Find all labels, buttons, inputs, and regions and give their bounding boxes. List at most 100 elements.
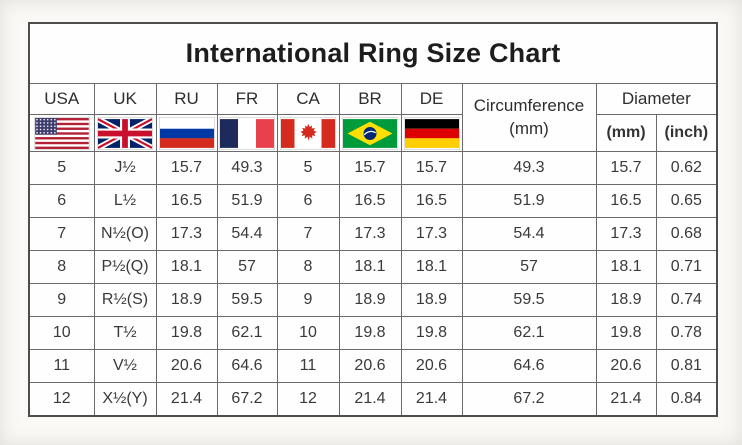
cell-uk: L½ <box>93 184 157 218</box>
cell-br: 18.1 <box>338 250 402 284</box>
cell-fr: 67.2 <box>216 382 278 417</box>
cell-usa: 11 <box>28 349 95 383</box>
br-flag-icon <box>342 116 398 150</box>
flag-cell-br <box>338 114 402 152</box>
cell-ca: 8 <box>276 250 340 284</box>
cell-usa: 6 <box>28 184 95 218</box>
cell-circumference: 49.3 <box>461 151 597 185</box>
cell-uk: X½(Y) <box>93 382 157 417</box>
cell-diameter-inch: 0.84 <box>655 382 718 417</box>
cell-ca: 5 <box>276 151 340 185</box>
cell-de: 15.7 <box>400 151 463 185</box>
cell-usa: 10 <box>28 316 95 350</box>
col-header-diameter-mm: (mm) <box>595 114 657 152</box>
col-header-ca: CA <box>276 83 340 115</box>
cell-diameter-mm: 20.6 <box>595 349 657 383</box>
cell-fr: 49.3 <box>216 151 278 185</box>
cell-uk: P½(Q) <box>93 250 157 284</box>
col-header-uk: UK <box>93 83 157 115</box>
de-flag-icon <box>403 116 460 150</box>
cell-circumference: 62.1 <box>461 316 597 350</box>
flag-row: (mm) (inch) <box>28 114 718 152</box>
flag-cell-usa <box>28 114 95 152</box>
ru-flag-icon <box>158 116 215 150</box>
cell-circumference: 64.6 <box>461 349 597 383</box>
table-row: 6 L½ 16.5 51.9 6 16.5 16.5 51.9 16.5 0.6… <box>28 184 718 218</box>
cell-ca: 6 <box>276 184 340 218</box>
cell-circumference: 67.2 <box>461 382 597 417</box>
flag-cell-ca <box>276 114 340 152</box>
cell-de: 21.4 <box>400 382 463 417</box>
cell-diameter-mm: 19.8 <box>595 316 657 350</box>
cell-de: 18.1 <box>400 250 463 284</box>
cell-ca: 11 <box>276 349 340 383</box>
circumference-label: Circumference <box>473 96 585 116</box>
cell-circumference: 54.4 <box>461 217 597 251</box>
cell-fr: 54.4 <box>216 217 278 251</box>
col-header-circumference: Circumference (mm) <box>461 83 597 152</box>
cell-ca: 10 <box>276 316 340 350</box>
cell-ca: 7 <box>276 217 340 251</box>
cell-diameter-inch: 0.68 <box>655 217 718 251</box>
cell-ru: 20.6 <box>155 349 218 383</box>
cell-br: 15.7 <box>338 151 402 185</box>
cell-usa: 9 <box>28 283 95 317</box>
cell-br: 16.5 <box>338 184 402 218</box>
cell-diameter-mm: 17.3 <box>595 217 657 251</box>
col-header-br: BR <box>338 83 402 115</box>
cell-diameter-inch: 0.62 <box>655 151 718 185</box>
cell-ru: 15.7 <box>155 151 218 185</box>
cell-diameter-mm: 21.4 <box>595 382 657 417</box>
col-header-de: DE <box>400 83 463 115</box>
cell-br: 21.4 <box>338 382 402 417</box>
flag-cell-ru <box>155 114 218 152</box>
table-row: 12 X½(Y) 21.4 67.2 12 21.4 21.4 67.2 21.… <box>28 382 718 417</box>
flag-cell-fr <box>216 114 278 152</box>
table-row: 9 R½(S) 18.9 59.5 9 18.9 18.9 59.5 18.9 … <box>28 283 718 317</box>
cell-uk: R½(S) <box>93 283 157 317</box>
cell-fr: 51.9 <box>216 184 278 218</box>
cell-usa: 5 <box>28 151 95 185</box>
cell-circumference: 51.9 <box>461 184 597 218</box>
page-title: International Ring Size Chart <box>28 22 718 84</box>
cell-ca: 12 <box>276 382 340 417</box>
col-header-fr: FR <box>216 83 278 115</box>
cell-fr: 57 <box>216 250 278 284</box>
cell-br: 20.6 <box>338 349 402 383</box>
cell-fr: 62.1 <box>216 316 278 350</box>
cell-diameter-inch: 0.71 <box>655 250 718 284</box>
cell-de: 18.9 <box>400 283 463 317</box>
cell-de: 19.8 <box>400 316 463 350</box>
col-header-usa: USA <box>28 83 95 115</box>
cell-ru: 18.1 <box>155 250 218 284</box>
cell-diameter-inch: 0.78 <box>655 316 718 350</box>
cell-diameter-mm: 15.7 <box>595 151 657 185</box>
cell-uk: J½ <box>93 151 157 185</box>
col-header-diameter: Diameter <box>595 83 718 115</box>
us-flag-icon <box>33 116 90 150</box>
cell-circumference: 59.5 <box>461 283 597 317</box>
circumference-unit: (mm) <box>509 118 549 138</box>
cell-diameter-mm: 16.5 <box>595 184 657 218</box>
cell-uk: N½(O) <box>93 217 157 251</box>
cell-uk: V½ <box>93 349 157 383</box>
cell-br: 19.8 <box>338 316 402 350</box>
fr-flag-icon <box>219 116 275 150</box>
cell-br: 17.3 <box>338 217 402 251</box>
table-row: 8 P½(Q) 18.1 57 8 18.1 18.1 57 18.1 0.71 <box>28 250 718 284</box>
cell-diameter-inch: 0.74 <box>655 283 718 317</box>
table-row: 11 V½ 20.6 64.6 11 20.6 20.6 64.6 20.6 0… <box>28 349 718 383</box>
cell-uk: T½ <box>93 316 157 350</box>
flag-cell-uk <box>93 114 157 152</box>
cell-ru: 16.5 <box>155 184 218 218</box>
cell-ru: 21.4 <box>155 382 218 417</box>
ring-size-rows: 5 J½ 15.7 49.3 5 15.7 15.7 49.3 15.7 0.6… <box>28 151 718 417</box>
ring-size-table: International Ring Size Chart USA UK RU … <box>28 22 719 417</box>
country-code-row: USA UK RU FR CA BR DE Circumference (mm)… <box>28 83 718 152</box>
table-row: 5 J½ 15.7 49.3 5 15.7 15.7 49.3 15.7 0.6… <box>28 151 718 185</box>
cell-fr: 64.6 <box>216 349 278 383</box>
cell-ru: 18.9 <box>155 283 218 317</box>
ca-flag-icon <box>280 116 336 150</box>
col-header-ru: RU <box>155 83 218 115</box>
